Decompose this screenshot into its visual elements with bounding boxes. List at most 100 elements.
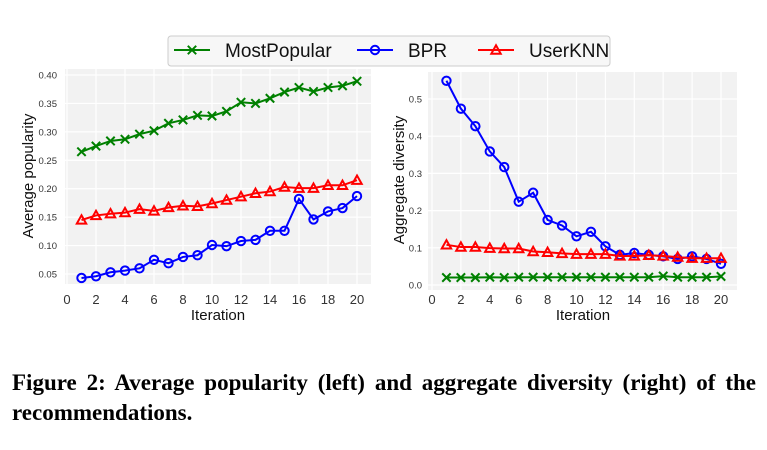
data-point xyxy=(119,265,131,276)
x-tick-label: 20 xyxy=(350,292,364,307)
data-point xyxy=(499,161,510,173)
x-tick-label: 14 xyxy=(627,292,641,307)
data-point xyxy=(629,272,640,283)
data-point xyxy=(293,193,305,205)
y-tick-label: 0.25 xyxy=(39,156,58,167)
data-point xyxy=(600,272,611,283)
data-point xyxy=(441,272,452,283)
data-point xyxy=(279,225,290,236)
data-point xyxy=(307,181,320,193)
data-point xyxy=(235,235,247,247)
data-point xyxy=(118,205,132,218)
data-point xyxy=(192,110,203,121)
data-point xyxy=(556,220,568,231)
x-tick-label: 6 xyxy=(515,292,522,307)
data-point xyxy=(658,271,669,281)
data-point xyxy=(585,226,597,238)
data-point xyxy=(715,258,727,269)
data-point xyxy=(206,239,218,251)
data-point xyxy=(279,87,290,97)
data-point xyxy=(687,272,698,283)
x-axis-label: Iteration xyxy=(191,307,245,324)
data-point xyxy=(308,214,319,225)
data-point xyxy=(483,241,497,253)
data-point xyxy=(207,111,217,121)
legend-entry-mostpopular: MostPopular xyxy=(174,41,332,62)
legend-marker-x-icon xyxy=(187,45,197,55)
legend-label-userknn: UserKNN xyxy=(529,41,609,62)
y-tick-label: 0.5 xyxy=(409,95,422,106)
x-tick-label: 16 xyxy=(292,292,306,307)
data-point xyxy=(629,247,640,259)
data-point xyxy=(468,240,482,252)
data-point xyxy=(176,199,190,211)
data-point xyxy=(527,187,539,198)
data-point xyxy=(614,272,625,283)
x-tick-label: 8 xyxy=(179,292,186,307)
y-tick-label: 0.20 xyxy=(39,184,58,195)
data-point xyxy=(265,93,275,104)
x-tick-label: 10 xyxy=(205,292,219,307)
data-point xyxy=(337,80,348,91)
legend-marker xyxy=(489,43,503,55)
legend-label-mostpopular: MostPopular xyxy=(225,41,332,62)
data-point xyxy=(120,134,130,145)
data-point xyxy=(278,180,291,192)
data-point xyxy=(685,251,699,263)
data-point xyxy=(147,204,161,216)
x-tick-labels: 0 2 4 6 8 10 12 14 16 18 20 xyxy=(428,292,728,307)
plot-background xyxy=(65,69,371,284)
x-tick-label: 14 xyxy=(263,292,277,307)
data-point xyxy=(263,184,277,197)
data-point xyxy=(292,181,306,193)
chart-average-popularity: 0.05 0.10 0.15 0.20 0.25 0.30 0.35 0.40 0 2 4 6 8 10… xyxy=(20,69,371,324)
data-point xyxy=(440,238,453,250)
data-point xyxy=(337,202,348,214)
y-axis-label: Average popularity xyxy=(20,113,37,238)
data-point xyxy=(642,248,656,260)
data-point xyxy=(584,247,598,259)
data-point xyxy=(513,196,524,207)
y-tick-label: 0.10 xyxy=(39,241,58,252)
data-point xyxy=(192,250,203,261)
data-point xyxy=(162,200,175,213)
data-point xyxy=(586,272,596,283)
y-tick-label: 0.3 xyxy=(409,169,422,180)
y-tick-label: 0.05 xyxy=(39,270,58,281)
data-point xyxy=(441,75,452,86)
data-point xyxy=(555,246,569,259)
series-line xyxy=(81,80,358,153)
x-tick-label: 18 xyxy=(321,292,335,307)
chart-aggregate-diversity: 0.0 0.1 0.2 0.3 0.4 0.5 0 2 4 6 8 10 12 14 16 18 20 Ite… xyxy=(391,72,737,324)
data-point xyxy=(250,234,261,246)
y-axis-label: Aggregate diversity xyxy=(391,115,408,244)
legend-entry-userknn: UserKNN xyxy=(478,41,609,62)
series-group xyxy=(75,76,364,284)
data-point xyxy=(323,82,333,93)
series-userknn xyxy=(75,173,364,225)
data-point xyxy=(249,186,262,198)
legend-marker-triangle-icon xyxy=(489,43,503,55)
data-point xyxy=(134,263,145,274)
y-tick-labels: 0.05 0.10 0.15 0.20 0.25 0.30 0.35 0.40 xyxy=(39,71,58,281)
data-point xyxy=(484,146,495,157)
y-tick-label: 0.35 xyxy=(39,99,58,110)
data-point xyxy=(701,272,712,283)
data-point xyxy=(598,247,612,259)
data-point xyxy=(571,231,582,242)
data-point xyxy=(163,257,174,269)
data-point xyxy=(526,244,540,257)
y-tick-label: 0.40 xyxy=(39,71,58,82)
data-point xyxy=(322,206,334,217)
data-point xyxy=(221,240,232,252)
y-tick-label: 0.1 xyxy=(409,243,422,254)
data-point xyxy=(264,225,276,236)
data-point xyxy=(336,178,349,191)
data-point xyxy=(234,189,248,202)
data-point xyxy=(672,272,683,283)
data-point xyxy=(134,129,145,140)
data-point xyxy=(75,213,88,225)
data-point xyxy=(350,173,364,185)
data-point xyxy=(455,103,467,114)
series-line xyxy=(446,275,722,279)
